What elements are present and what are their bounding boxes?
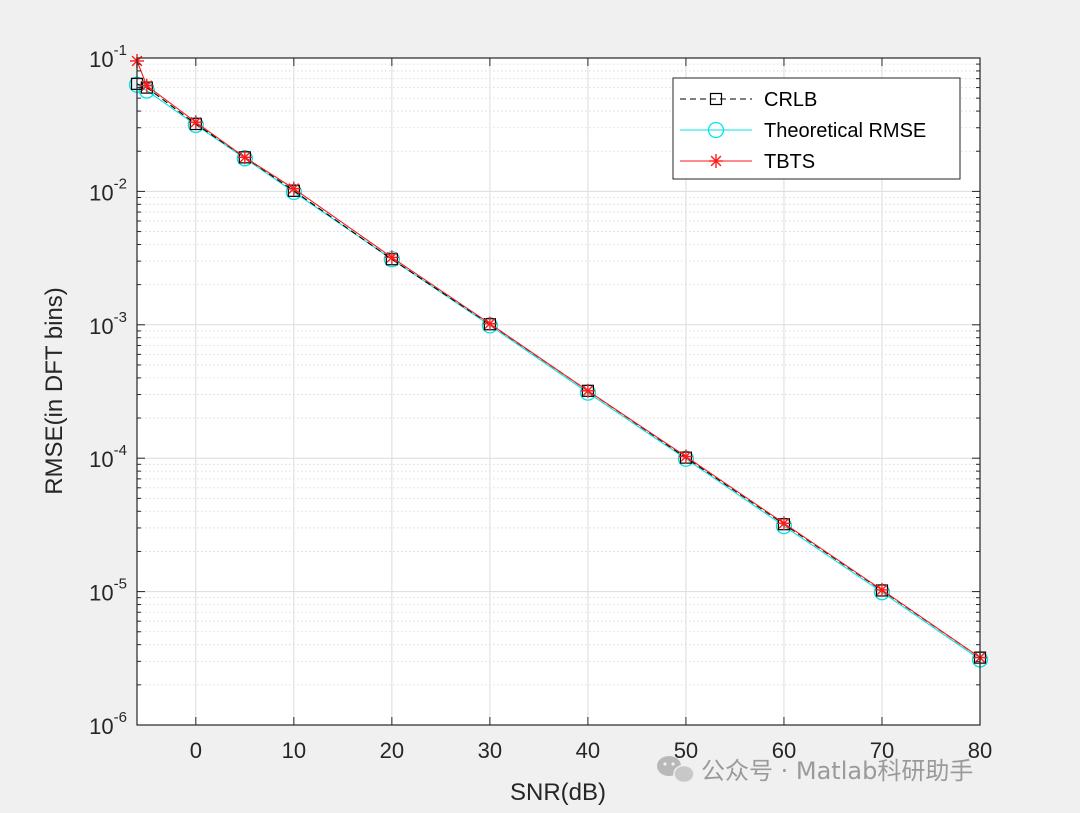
y-tick-exponent: -6	[114, 709, 127, 726]
data-point-tbts	[384, 250, 399, 265]
data-point-tbts	[286, 181, 301, 196]
y-tick-label: 10-6	[89, 709, 127, 739]
asterisk-stroke	[680, 451, 692, 462]
series-line-crlb	[136, 83, 981, 659]
asterisk-stroke	[778, 517, 790, 529]
asterisk-stroke	[239, 151, 251, 163]
y-tick-exponent: -5	[114, 576, 127, 593]
legend-entries: CRLB Theoretical RMSE TBTS	[680, 89, 926, 173]
x-tick-label: 20	[380, 738, 404, 763]
tick-marks	[137, 57, 981, 726]
axes-box	[136, 57, 981, 726]
asterisk-stroke	[710, 155, 722, 167]
y-tick-label: 10-3	[89, 309, 127, 339]
legend-label-crlb: CRLB	[764, 89, 817, 111]
asterisk-stroke	[582, 385, 594, 397]
data-point-tbts	[139, 78, 154, 93]
asterisk-stroke	[386, 252, 398, 263]
legend-label-tbts: TBTS	[764, 151, 815, 173]
wechat-icon	[657, 756, 695, 784]
x-tick-label: 70	[870, 738, 894, 763]
y-tick-exponent: -3	[114, 309, 127, 326]
legend-box	[672, 77, 961, 180]
x-tick-label: 30	[478, 738, 502, 763]
y-tick-exponent: -4	[114, 442, 127, 459]
y-tick-base: 10	[89, 447, 113, 472]
asterisk-stroke	[190, 116, 202, 128]
y-tick-label: 10-1	[89, 42, 127, 72]
y-tick-base: 10	[89, 714, 113, 739]
y-tick-base: 10	[89, 47, 113, 72]
asterisk-stroke	[876, 584, 888, 596]
y-tick-base: 10	[89, 581, 113, 606]
legend-entry-crlb: CRLB	[680, 89, 817, 111]
legend-entry-theoretical-rmse: Theoretical RMSE	[680, 120, 926, 142]
watermark: 公众号 · Matlab科研助手	[657, 756, 973, 785]
x-tick-label: 10	[282, 738, 306, 763]
data-point-tbts	[874, 582, 889, 597]
x-tick-label: 50	[674, 738, 698, 763]
data-point-tbts	[580, 383, 595, 398]
legend: CRLB Theoretical RMSE TBTS	[672, 77, 961, 180]
legend-entry-tbts: TBTS	[680, 151, 815, 173]
asterisk-stroke	[141, 80, 153, 92]
x-tick-label: 60	[772, 738, 796, 763]
asterisk-stroke	[288, 183, 300, 194]
series-line-tbts	[136, 60, 981, 659]
y-tick-labels: 10-610-510-410-310-210-1	[89, 42, 127, 739]
series-line-theoretical-rmse	[136, 84, 981, 660]
data-point-tbts	[188, 115, 203, 130]
x-tick-labels: 0 10 20 30 40 50 60 70 80	[190, 738, 993, 763]
legend-marker-crlb	[709, 92, 723, 106]
series-tbts	[130, 53, 987, 665]
legend-marker-theoretical-rmse	[707, 121, 725, 139]
y-axis-label: RMSE(in DFT bins)	[41, 287, 68, 495]
y-tick-label: 10-2	[89, 175, 127, 205]
data-point-tbts	[237, 150, 252, 165]
x-tick-label: 80	[968, 738, 992, 763]
y-tick-label: 10-5	[89, 576, 127, 606]
legend-label-theoretical-rmse: Theoretical RMSE	[764, 120, 926, 142]
y-tick-base: 10	[89, 314, 113, 339]
x-tick-label: 0	[190, 738, 202, 763]
asterisk-stroke	[484, 318, 496, 330]
data-point-tbts	[482, 316, 497, 331]
y-tick-base: 10	[89, 180, 113, 205]
y-tick-exponent: -1	[114, 42, 127, 59]
y-tick-exponent: -2	[114, 175, 127, 192]
data-point-tbts	[678, 449, 693, 464]
watermark-text: 公众号 · Matlab科研助手	[701, 757, 973, 785]
y-tick-label: 10-4	[89, 442, 127, 472]
x-tick-label: 40	[576, 738, 600, 763]
x-axis-label: SNR(dB)	[510, 779, 606, 806]
legend-marker-tbts	[709, 154, 723, 168]
series-layer	[128, 53, 989, 668]
data-point-tbts	[776, 516, 791, 531]
minor-grid	[137, 63, 980, 686]
